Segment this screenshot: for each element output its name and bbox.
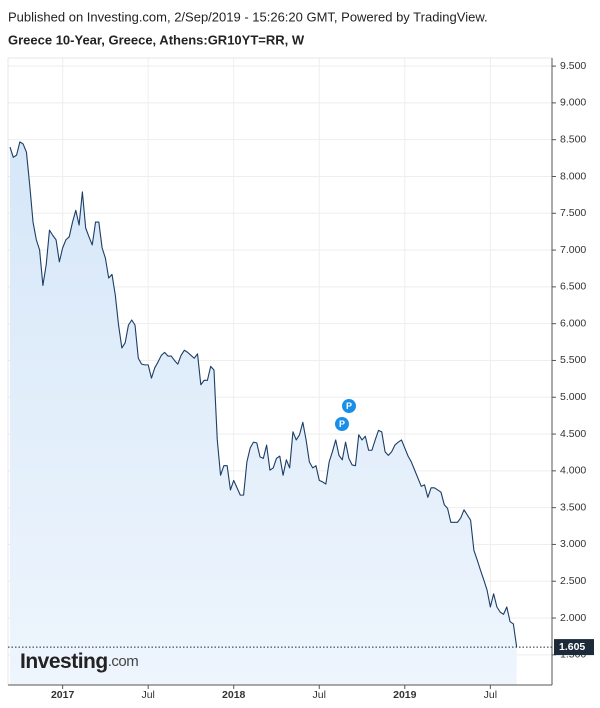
last-value-box (554, 639, 594, 656)
y-tick-label: 3.000 (560, 538, 586, 550)
y-tick-label: 6.500 (560, 281, 586, 293)
y-tick-label: 4.500 (560, 428, 586, 440)
y-tick-label: 5.500 (560, 354, 586, 366)
event-marker: P (335, 417, 349, 431)
y-tick-label: 4.000 (560, 465, 586, 477)
publisher-note: Published on Investing.com, 2/Sep/2019 -… (8, 9, 488, 24)
y-tick-label: 3.500 (560, 501, 586, 513)
y-tick-label: 9.500 (560, 60, 586, 72)
x-tick-label: Jul (141, 689, 154, 701)
y-tick-label: 7.500 (560, 207, 586, 219)
event-marker-label: P (339, 419, 345, 429)
last-value: 1.605 (8, 639, 594, 656)
x-tick-label: 2019 (393, 689, 417, 701)
watermark-main: Investing (20, 650, 108, 673)
y-tick-label: 8.000 (560, 170, 586, 182)
y-tick-label: 8.500 (560, 133, 586, 145)
y-tick-label: 7.000 (560, 244, 586, 256)
y-tick-label: 5.000 (560, 391, 586, 403)
x-tick-label: 2017 (51, 689, 75, 701)
x-tick-label: Jul (313, 689, 326, 701)
y-tick-label: 2.500 (560, 575, 586, 587)
watermark-logo: Investing.com (20, 650, 138, 673)
event-marker-label: P (346, 401, 352, 411)
watermark-suffix: .com (108, 653, 139, 670)
y-tick-label: 6.000 (560, 317, 586, 329)
event-marker: P (342, 399, 356, 413)
plot-area (9, 141, 518, 685)
x-tick-label: Jul (484, 689, 497, 701)
price-line (9, 141, 518, 648)
y-tick-label: 9.000 (560, 97, 586, 109)
y-tick-label: 2.000 (560, 612, 586, 624)
chart-title: Greece 10-Year, Greece, Athens:GR10YT=RR… (8, 32, 305, 47)
area-fill (10, 141, 517, 685)
x-tick-label: 2018 (222, 689, 246, 701)
last-value-label: 1.605 (559, 641, 585, 653)
